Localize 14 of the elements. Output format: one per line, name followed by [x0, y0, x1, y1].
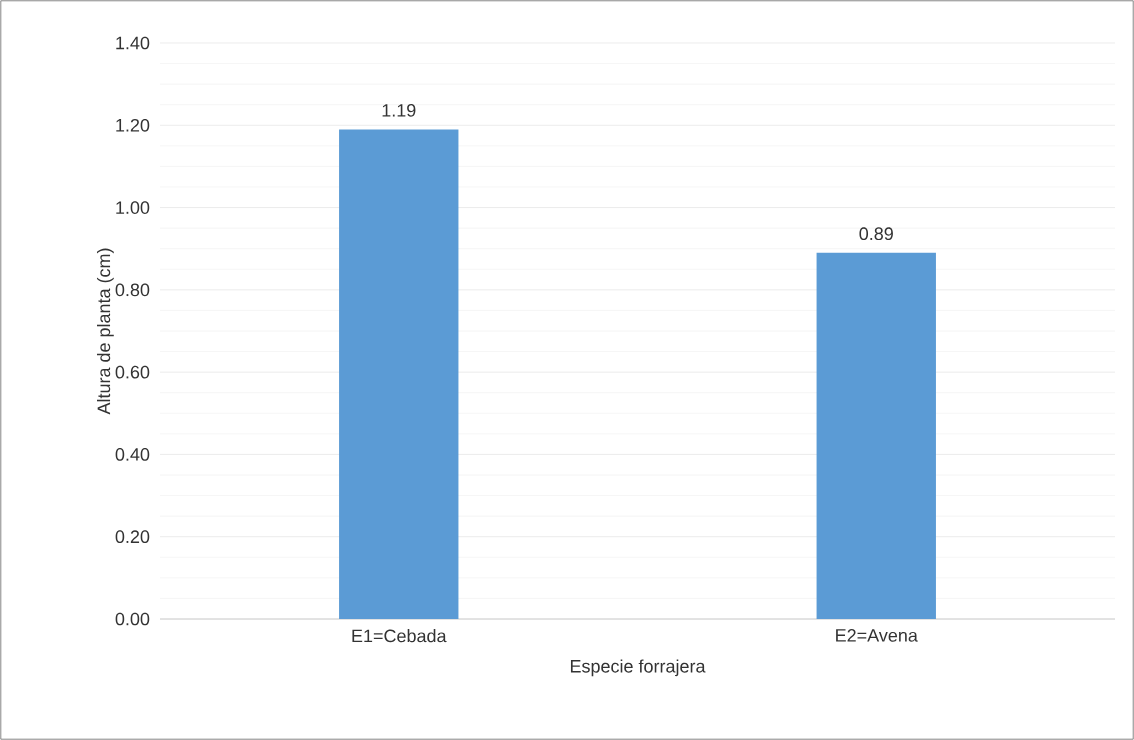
y-tick-label: 0.80: [115, 283, 150, 297]
y-tick-label: 0.60: [115, 365, 150, 379]
x-tick-label: E2=Avena: [836, 629, 918, 642]
y-axis-title: Altura de planta (cm): [96, 248, 114, 415]
data-label: 1.19: [382, 103, 416, 117]
y-tick-label: 0.20: [115, 530, 150, 544]
x-tick-label: E1=Cebada: [352, 629, 447, 643]
y-tick-label: 1.00: [116, 201, 150, 214]
y-tick-label: 1.20: [116, 118, 150, 132]
x-axis-title: Especie forrajera: [570, 659, 706, 677]
y-tick-label: 0.40: [115, 448, 150, 461]
y-tick-label: 0.00: [115, 612, 150, 626]
data-label: 0.89: [859, 227, 893, 241]
y-tick-label: 1.40: [116, 36, 150, 50]
